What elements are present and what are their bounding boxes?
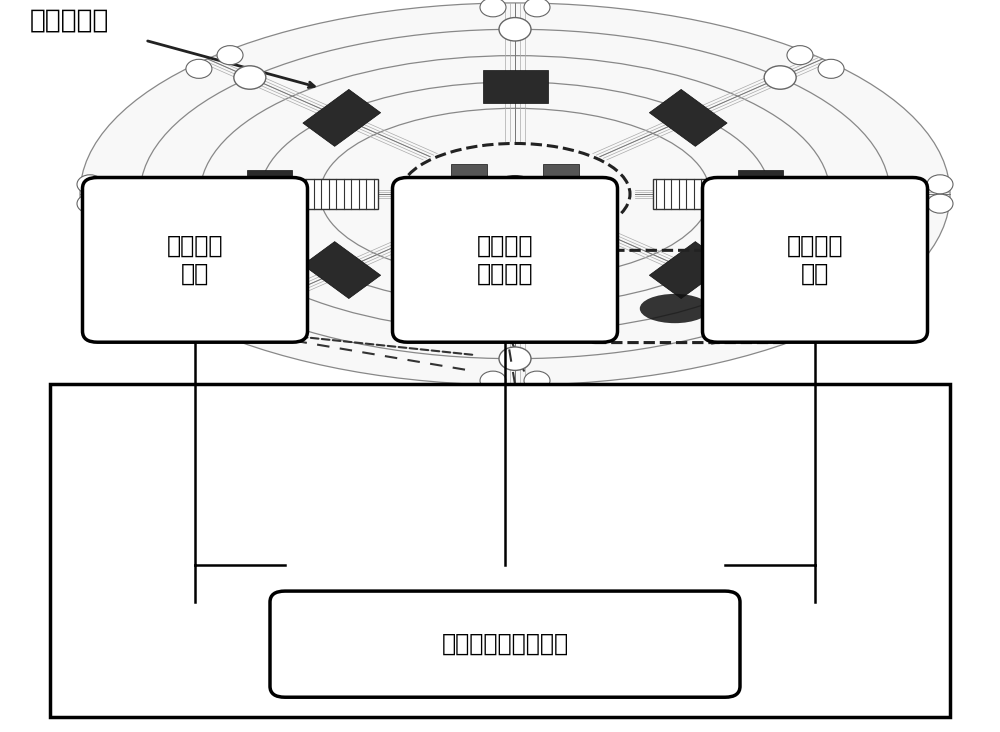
Circle shape [787, 324, 813, 343]
Circle shape [490, 176, 540, 212]
Circle shape [217, 324, 243, 343]
FancyBboxPatch shape [303, 242, 381, 299]
Text: 芯片控制与检测装置: 芯片控制与检测装置 [441, 632, 569, 656]
Circle shape [818, 59, 844, 78]
Circle shape [234, 299, 266, 322]
Circle shape [124, 182, 156, 206]
Circle shape [524, 371, 550, 390]
Circle shape [764, 66, 796, 89]
Bar [451, 204, 487, 225]
FancyBboxPatch shape [303, 89, 381, 146]
Circle shape [186, 59, 212, 78]
FancyBboxPatch shape [702, 177, 927, 343]
Circle shape [927, 175, 953, 194]
FancyBboxPatch shape [50, 384, 950, 717]
Circle shape [77, 194, 103, 213]
Circle shape [787, 45, 813, 64]
Bar [451, 163, 487, 184]
Text: 微阀控制
单元: 微阀控制 单元 [787, 234, 843, 285]
FancyBboxPatch shape [247, 171, 292, 218]
Circle shape [186, 310, 212, 329]
FancyBboxPatch shape [482, 285, 548, 318]
Bar [543, 163, 579, 184]
FancyBboxPatch shape [649, 242, 727, 299]
Circle shape [818, 310, 844, 329]
Circle shape [927, 194, 953, 213]
Text: 微流控芯片: 微流控芯片 [30, 7, 109, 34]
Text: 多色荧光
检测单元: 多色荧光 检测单元 [477, 234, 533, 285]
Bar [303, 179, 378, 209]
Circle shape [77, 175, 103, 194]
Circle shape [499, 18, 531, 41]
Circle shape [480, 371, 506, 390]
Ellipse shape [640, 294, 710, 324]
Text: 温度控制
单元: 温度控制 单元 [167, 234, 223, 285]
Ellipse shape [80, 3, 950, 385]
Circle shape [764, 299, 796, 322]
Circle shape [524, 0, 550, 17]
Circle shape [874, 182, 906, 206]
Circle shape [499, 347, 531, 370]
FancyBboxPatch shape [270, 591, 740, 697]
Circle shape [234, 66, 266, 89]
FancyBboxPatch shape [82, 177, 308, 343]
FancyBboxPatch shape [649, 89, 727, 146]
Circle shape [480, 0, 506, 17]
Bar [543, 204, 579, 225]
FancyBboxPatch shape [483, 70, 548, 102]
Circle shape [217, 45, 243, 64]
FancyBboxPatch shape [392, 177, 617, 343]
Bar [652, 179, 728, 209]
FancyBboxPatch shape [738, 170, 783, 218]
